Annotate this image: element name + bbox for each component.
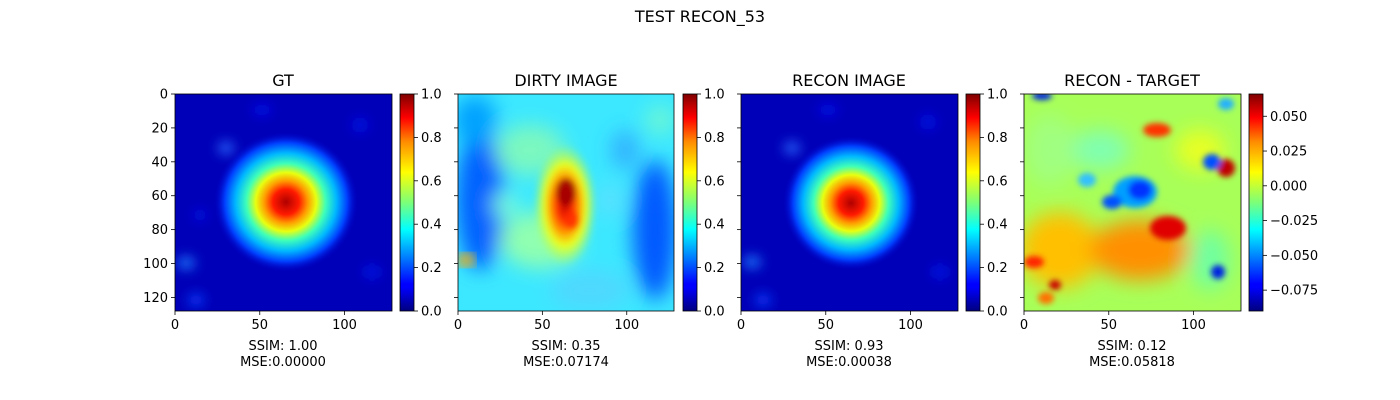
y-tick-label: 40 <box>151 155 168 170</box>
colorbar-tick-label: 0.6 <box>987 174 1008 189</box>
colorbar-tick-label: 1.0 <box>987 88 1008 103</box>
colorbar-tick-label: 1.0 <box>704 88 725 103</box>
y-tick-label: 60 <box>151 189 168 204</box>
metric-ssim: SSIM: 1.00 <box>248 339 317 354</box>
x-tick-label: 50 <box>817 318 834 333</box>
panel-recon-minus-target: RECON - TARGET <box>1020 71 1318 370</box>
y-tick-label: 80 <box>151 223 168 238</box>
colorbar-tick-label: 0.025 <box>1270 145 1307 160</box>
heatmap-image <box>458 94 674 311</box>
colorbar-tick-label: −0.050 <box>1270 249 1318 264</box>
heatmap-image <box>175 94 392 311</box>
x-tick-label: 0 <box>737 318 745 333</box>
colorbar: 0.0 0.2 0.4 0.6 0.8 1.0 <box>965 88 1008 320</box>
panel-dirty-image: DIRTY IMAGE <box>454 71 725 370</box>
panel-title: GT <box>272 71 294 90</box>
x-ticks: 0 50 100 <box>171 311 357 333</box>
heatmap-image <box>1024 94 1241 311</box>
panel-title: RECON - TARGET <box>1064 71 1200 90</box>
colorbar-tick-label: 0.8 <box>704 131 725 146</box>
x-tick-label: 0 <box>171 318 179 333</box>
colorbar-tick-label: 0.0 <box>421 305 442 320</box>
colorbar: 0.0 0.2 0.4 0.6 0.8 1.0 <box>399 88 442 320</box>
x-tick-label: 0 <box>1020 318 1028 333</box>
colorbar-tick-label: 1.0 <box>421 88 442 103</box>
colorbar-tick-label: 0.4 <box>987 218 1008 233</box>
x-tick-label: 0 <box>454 318 462 333</box>
colorbar-tick-label: 0.050 <box>1270 110 1307 125</box>
axes-frame <box>457 93 675 312</box>
colorbar-tick-label: 0.0 <box>704 305 725 320</box>
colorbar-tick-label: 0.6 <box>704 174 725 189</box>
colorbar-tick-label: 0.2 <box>704 261 725 276</box>
x-tick-label: 50 <box>534 318 551 333</box>
heatmap-image <box>741 94 958 311</box>
panel-title: RECON IMAGE <box>792 71 906 90</box>
y-tick-label: 0 <box>160 88 168 103</box>
x-ticks: 0 50 100 <box>454 311 639 333</box>
axes-frame <box>174 93 393 312</box>
colorbar-tick-label: 0.2 <box>987 261 1008 276</box>
x-tick-label: 100 <box>614 318 639 333</box>
x-tick-label: 100 <box>1181 318 1206 333</box>
axes-frame <box>1023 93 1242 312</box>
y-tick-marks <box>737 93 741 298</box>
x-ticks: 0 50 100 <box>737 311 923 333</box>
colorbar: 0.0 0.2 0.4 0.6 0.8 1.0 <box>682 88 725 320</box>
x-tick-label: 100 <box>898 318 923 333</box>
metric-mse: MSE:0.00000 <box>240 355 326 370</box>
metric-mse: MSE:0.00038 <box>806 355 892 370</box>
metric-ssim: SSIM: 0.93 <box>814 339 883 354</box>
colorbar-tick-label: 0.2 <box>421 261 442 276</box>
figure-suptitle: TEST RECON_53 <box>634 7 765 27</box>
metric-mse: MSE:0.05818 <box>1089 355 1175 370</box>
y-tick-marks <box>454 93 458 298</box>
x-tick-label: 50 <box>1100 318 1117 333</box>
colorbar-tick-label: 0.8 <box>987 131 1008 146</box>
x-tick-label: 50 <box>251 318 268 333</box>
x-tick-label: 100 <box>332 318 357 333</box>
colorbar-tick-label: −0.075 <box>1270 284 1318 299</box>
panel-recon-image: RECON IMAGE 0 50 100 0.0 0.2 0.4 0.6 0.8 1.0 SS… <box>737 71 1008 370</box>
y-tick-label: 20 <box>151 121 168 136</box>
panel-title: DIRTY IMAGE <box>514 71 617 90</box>
metric-ssim: SSIM: 0.35 <box>531 339 600 354</box>
colorbar-tick-label: 0.000 <box>1270 179 1307 194</box>
y-tick-marks <box>1020 93 1024 298</box>
colorbar-tick-label: 0.6 <box>421 174 442 189</box>
metric-ssim: SSIM: 0.12 <box>1097 339 1166 354</box>
colorbar-tick-label: 0.4 <box>421 218 442 233</box>
y-tick-label: 120 <box>143 291 168 306</box>
axes-frame <box>740 93 959 312</box>
colorbar-tick-label: 0.0 <box>987 305 1008 320</box>
metric-mse: MSE:0.07174 <box>523 355 609 370</box>
colorbar: 0.050 0.025 0.000 −0.025 −0.050 −0.075 <box>1248 93 1318 312</box>
y-ticks: 0 20 40 60 80 100 120 <box>143 88 175 306</box>
colorbar-tick-label: 0.4 <box>704 218 725 233</box>
x-ticks: 0 50 100 <box>1020 311 1206 333</box>
y-tick-label: 100 <box>143 257 168 272</box>
colorbar-tick-label: −0.025 <box>1270 214 1318 229</box>
colorbar-tick-label: 0.8 <box>421 131 442 146</box>
